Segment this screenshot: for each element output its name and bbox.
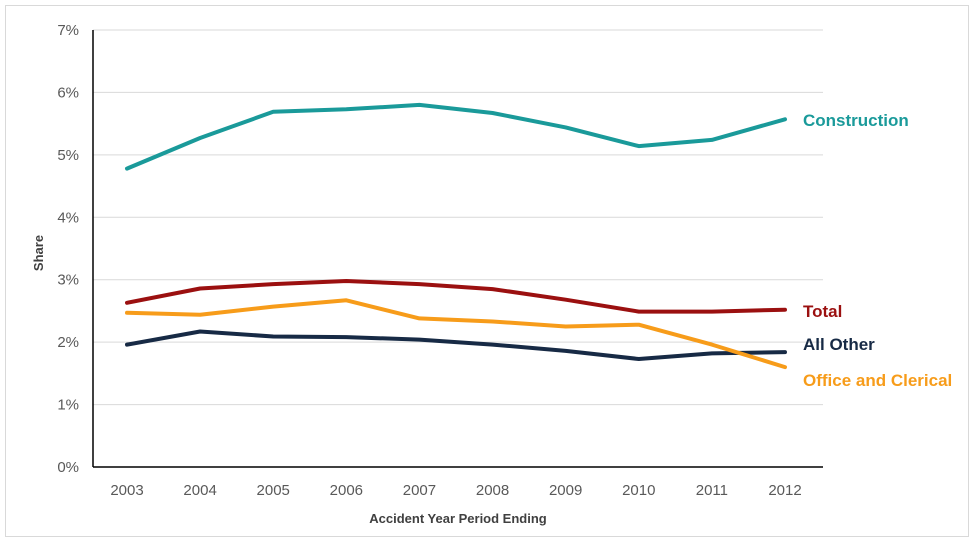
x-tick-label: 2003 (110, 482, 143, 499)
y-tick-label: 2% (57, 334, 79, 351)
series-label: All Other (803, 335, 875, 354)
x-tick-label: 2011 (696, 482, 728, 499)
y-tick-label: 1% (57, 397, 79, 414)
x-tick-label: 2008 (476, 482, 509, 499)
series-label: Office and Clerical (803, 371, 952, 390)
y-tick-label: 0% (57, 459, 79, 476)
y-tick-label: 5% (57, 147, 79, 164)
y-tick-label: 3% (57, 272, 79, 289)
series-label: Construction (803, 111, 909, 130)
series-line (127, 105, 785, 169)
x-axis-title: Accident Year Period Ending (369, 511, 547, 526)
series-lines (127, 105, 785, 367)
series-label: Total (803, 302, 842, 321)
y-tick-label: 4% (57, 209, 79, 226)
x-tick-label: 2006 (330, 482, 363, 499)
x-tick-label: 2009 (549, 482, 582, 499)
y-tick-label: 6% (57, 84, 79, 101)
x-tick-label: 2007 (403, 482, 436, 499)
x-tick-label: 2012 (768, 482, 801, 499)
x-tick-label: 2010 (622, 482, 655, 499)
x-tick-label: 2004 (183, 482, 216, 499)
series-labels: Construction Total All Other Office and Cle… (803, 111, 952, 390)
gridlines (93, 30, 823, 405)
series-line (127, 281, 785, 312)
y-tick-label: 7% (57, 22, 79, 39)
y-axis-title: Share (31, 235, 46, 271)
axes: 0% 1% 2% 3% 4% 5% 6% 7% 2003 2004 2005 2006 2007 2008… (57, 22, 823, 499)
x-tick-label: 2005 (257, 482, 290, 499)
